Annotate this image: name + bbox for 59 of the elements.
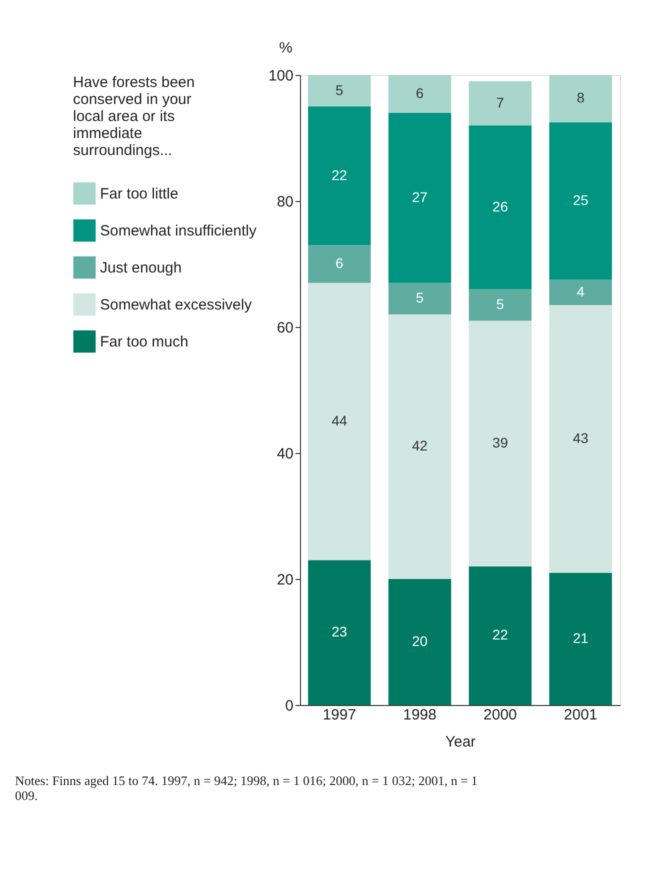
text: Notes: Finns aged 15 to 74. 1997, n = 942; 1998, n = 1 016; 2000, n = 1 032; 2001, n = 1 009. xyxy=(15,773,478,803)
data-label: 21 xyxy=(572,630,589,646)
x-tick-label: 2000 xyxy=(484,706,517,724)
data-label: 8 xyxy=(576,90,585,106)
bar xyxy=(388,314,452,579)
legend-label: Somewhat excessively xyxy=(100,296,252,314)
data-label: 5 xyxy=(336,82,344,98)
y-tick-label: 20 xyxy=(276,572,294,588)
bar xyxy=(468,566,532,705)
bar xyxy=(308,245,371,283)
data-label: 44 xyxy=(332,412,348,428)
data-label: 22 xyxy=(332,166,348,183)
y-tick-label: 40 xyxy=(276,446,294,462)
bar xyxy=(388,282,452,314)
y-axis-title: % xyxy=(279,40,292,56)
data-label: 20 xyxy=(412,633,428,649)
data-label: 25 xyxy=(572,192,589,208)
data-label: 6 xyxy=(416,84,424,101)
data-label: 5 xyxy=(496,296,504,312)
legend-label: Just enough xyxy=(100,260,182,276)
legend-label: Far too little xyxy=(100,186,178,202)
bar xyxy=(388,75,452,113)
data-label: 7 xyxy=(496,94,504,110)
y-tick-label: 60 xyxy=(276,320,294,336)
bar xyxy=(549,122,612,280)
bar xyxy=(549,304,612,573)
bar xyxy=(308,106,371,246)
y-tick-label: 100 xyxy=(268,68,294,84)
bar xyxy=(308,282,371,560)
data-label: 4 xyxy=(576,283,585,300)
bar xyxy=(468,320,532,566)
legend-title: Have forests been conserved in your local area or its immediate surroundings... xyxy=(73,74,195,159)
data-label: 26 xyxy=(492,198,508,214)
data-label: 27 xyxy=(412,188,428,205)
data-label: 23 xyxy=(332,624,348,640)
data-label: 43 xyxy=(572,430,589,446)
data-label: 6 xyxy=(336,255,344,271)
x-axis-title: Year xyxy=(445,734,476,750)
legend-label: Far too much xyxy=(100,334,188,350)
bar xyxy=(308,75,371,106)
bar xyxy=(468,81,532,126)
data-label: 5 xyxy=(416,290,424,306)
y-tick-label: 80 xyxy=(276,194,294,210)
data-label: 42 xyxy=(412,438,428,454)
bar xyxy=(308,560,371,705)
bar xyxy=(549,75,612,122)
bar xyxy=(468,289,532,321)
bar xyxy=(549,572,612,705)
bar xyxy=(468,125,532,290)
y-tick-label: 0 xyxy=(285,698,294,714)
legend-label: Somewhat insufficiently xyxy=(100,222,257,240)
bar xyxy=(388,112,452,283)
x-tick-label: 1997 xyxy=(322,706,356,724)
data-label: 22 xyxy=(492,626,508,643)
x-tick-label: 2001 xyxy=(564,706,598,724)
x-tick-label: 1998 xyxy=(403,706,436,724)
bar xyxy=(549,280,612,305)
bar xyxy=(388,579,452,705)
data-label: 39 xyxy=(492,434,508,451)
